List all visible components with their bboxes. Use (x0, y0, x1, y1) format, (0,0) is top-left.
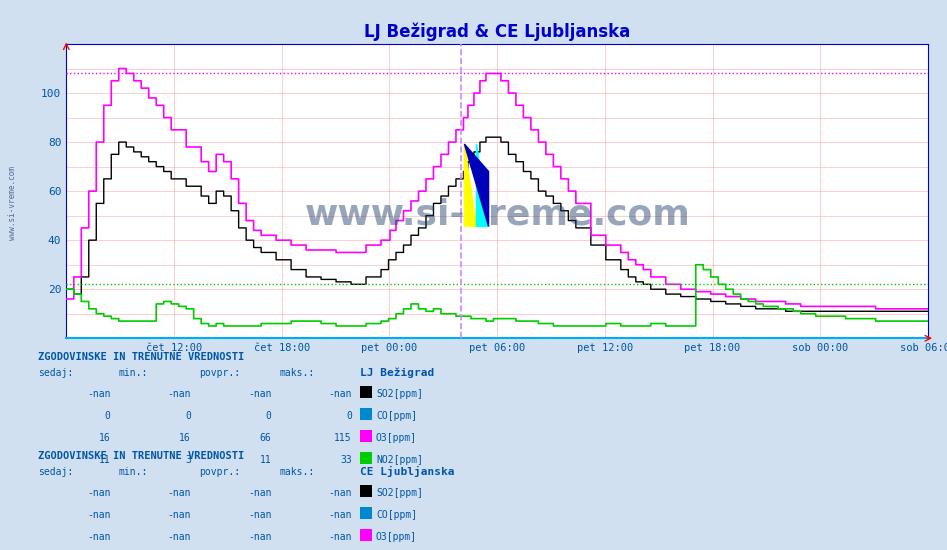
Text: NO2[ppm]: NO2[ppm] (376, 454, 423, 465)
Polygon shape (464, 144, 476, 227)
Text: maks.:: maks.: (279, 367, 314, 378)
Text: 115: 115 (334, 432, 352, 443)
Text: -nan: -nan (168, 487, 191, 498)
Text: maks.:: maks.: (279, 466, 314, 477)
Text: -nan: -nan (168, 509, 191, 520)
Text: -nan: -nan (87, 487, 111, 498)
Text: sedaj:: sedaj: (38, 367, 73, 378)
Text: -nan: -nan (329, 509, 352, 520)
Text: 3: 3 (185, 454, 191, 465)
Text: 0: 0 (346, 410, 352, 421)
Text: 33: 33 (340, 454, 352, 465)
Text: LJ Bežigrad: LJ Bežigrad (360, 367, 434, 378)
Text: 16: 16 (179, 432, 191, 443)
Polygon shape (464, 144, 489, 227)
Polygon shape (476, 144, 489, 227)
Text: sedaj:: sedaj: (38, 466, 73, 477)
Text: -nan: -nan (248, 531, 272, 542)
Text: -nan: -nan (87, 531, 111, 542)
Text: www.si-vreme.com: www.si-vreme.com (304, 197, 690, 232)
Text: www.si-vreme.com: www.si-vreme.com (8, 167, 17, 240)
Text: -nan: -nan (329, 388, 352, 399)
Text: ZGODOVINSKE IN TRENUTNE VREDNOSTI: ZGODOVINSKE IN TRENUTNE VREDNOSTI (38, 352, 244, 362)
Text: 0: 0 (265, 410, 272, 421)
Text: -nan: -nan (329, 531, 352, 542)
Text: -nan: -nan (248, 509, 272, 520)
Text: -nan: -nan (168, 531, 191, 542)
Text: -nan: -nan (87, 388, 111, 399)
Text: -nan: -nan (248, 388, 272, 399)
Text: O3[ppm]: O3[ppm] (376, 531, 417, 542)
Text: 16: 16 (98, 432, 111, 443)
Text: -nan: -nan (329, 487, 352, 498)
Text: -nan: -nan (248, 487, 272, 498)
Text: SO2[ppm]: SO2[ppm] (376, 487, 423, 498)
Text: 66: 66 (259, 432, 272, 443)
Title: LJ Bežigrad & CE Ljubljanska: LJ Bežigrad & CE Ljubljanska (364, 23, 631, 41)
Text: 0: 0 (185, 410, 191, 421)
Text: -nan: -nan (87, 509, 111, 520)
Text: -nan: -nan (168, 388, 191, 399)
Text: min.:: min.: (118, 367, 148, 378)
Text: 0: 0 (104, 410, 111, 421)
Text: povpr.:: povpr.: (199, 466, 240, 477)
Text: CE Ljubljanska: CE Ljubljanska (360, 466, 455, 477)
Text: povpr.:: povpr.: (199, 367, 240, 378)
Text: CO[ppm]: CO[ppm] (376, 410, 417, 421)
Text: ZGODOVINSKE IN TRENUTNE VREDNOSTI: ZGODOVINSKE IN TRENUTNE VREDNOSTI (38, 451, 244, 461)
Text: 11: 11 (259, 454, 272, 465)
Text: min.:: min.: (118, 466, 148, 477)
Text: SO2[ppm]: SO2[ppm] (376, 388, 423, 399)
Text: O3[ppm]: O3[ppm] (376, 432, 417, 443)
Text: 11: 11 (98, 454, 111, 465)
Text: CO[ppm]: CO[ppm] (376, 509, 417, 520)
